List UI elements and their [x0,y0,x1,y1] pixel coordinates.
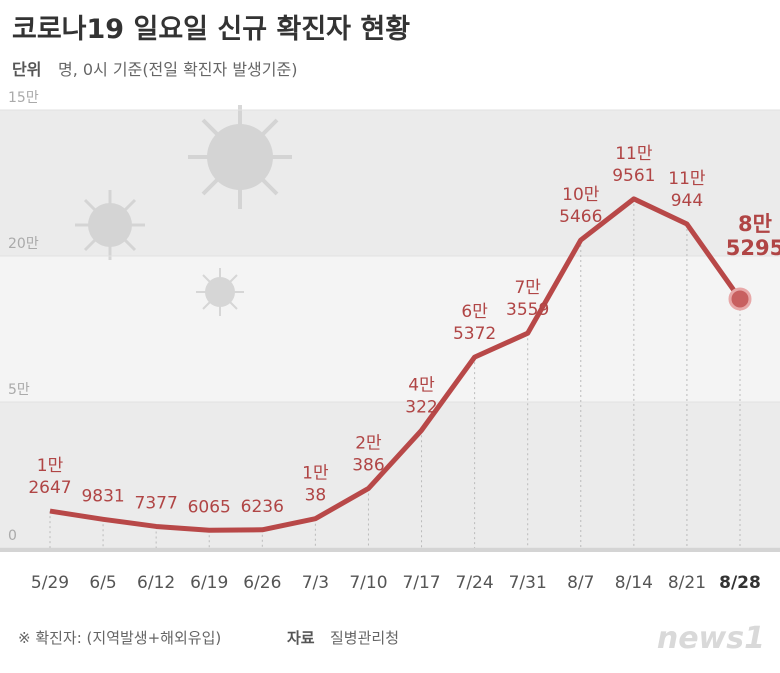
value-label: 7377 [135,493,178,513]
y-tick-label: 20만 [8,236,39,252]
value-label: 1만 [302,464,329,484]
y-tick-label: 15만 [8,90,39,106]
unit-text: 명, 0시 기준(전일 확진자 발생기준) [58,60,297,79]
value-label: 9831 [81,486,124,506]
value-label: 38 [305,486,327,506]
value-label: 2만 [355,433,382,453]
x-tick-label: 6/12 [137,573,175,593]
value-label: 6065 [188,497,231,517]
value-label: 7만 [514,278,541,298]
x-tick-label: 8/14 [615,573,653,593]
value-label: 8만 [738,212,772,236]
value-label: 9561 [612,166,655,186]
chart-title: 코로나19 일요일 신규 확진자 현황 [12,14,410,45]
bands [0,110,780,548]
y-tick-label: 0 [8,528,17,544]
x-tick-label: 6/5 [89,573,116,593]
value-label: 386 [352,455,384,475]
x-tick-label: 7/31 [509,573,547,593]
value-label: 5372 [453,324,496,344]
x-tick-label: 8/21 [668,573,706,593]
x-tick-label: 7/3 [302,573,329,593]
value-label: 6236 [241,497,284,517]
x-tick-label: 6/26 [243,573,281,593]
last-point [728,287,752,311]
value-label: 3559 [506,300,549,320]
x-tick-label: 8/7 [567,573,594,593]
note: ※ 확진자: (지역발생+해외유입) [18,629,221,647]
source-label: 자료 [287,629,315,647]
value-label: 6만 [461,302,488,322]
x-tick-label: 6/19 [190,573,228,593]
baseline [0,548,780,552]
line [49,196,743,533]
source: 질병관리청 [330,629,399,647]
value-label: 1만 [37,456,64,476]
x-tick-label: 5/29 [31,573,69,593]
band [0,402,780,548]
value-label: 322 [405,397,437,417]
x-tick-label: 8/28 [719,573,761,593]
decorations [75,105,292,316]
value-label: 11만 [615,144,653,164]
unit-label: 단위 [12,60,41,79]
x-tick-label: 7/17 [402,573,440,593]
value-label: 4만 [408,375,435,395]
logo: news1 [657,621,765,656]
value-label: 2647 [28,478,71,498]
x-tick-label: 7/24 [456,573,494,593]
value-label: 5295 [726,236,780,260]
value-label: 10만 [562,185,600,205]
x-tick-label: 7/10 [349,573,387,593]
band [0,256,780,402]
value-label: 5466 [559,207,602,227]
value-label: 944 [671,191,703,211]
y-tick-label: 5만 [8,382,30,398]
value-label: 11만 [668,169,706,189]
